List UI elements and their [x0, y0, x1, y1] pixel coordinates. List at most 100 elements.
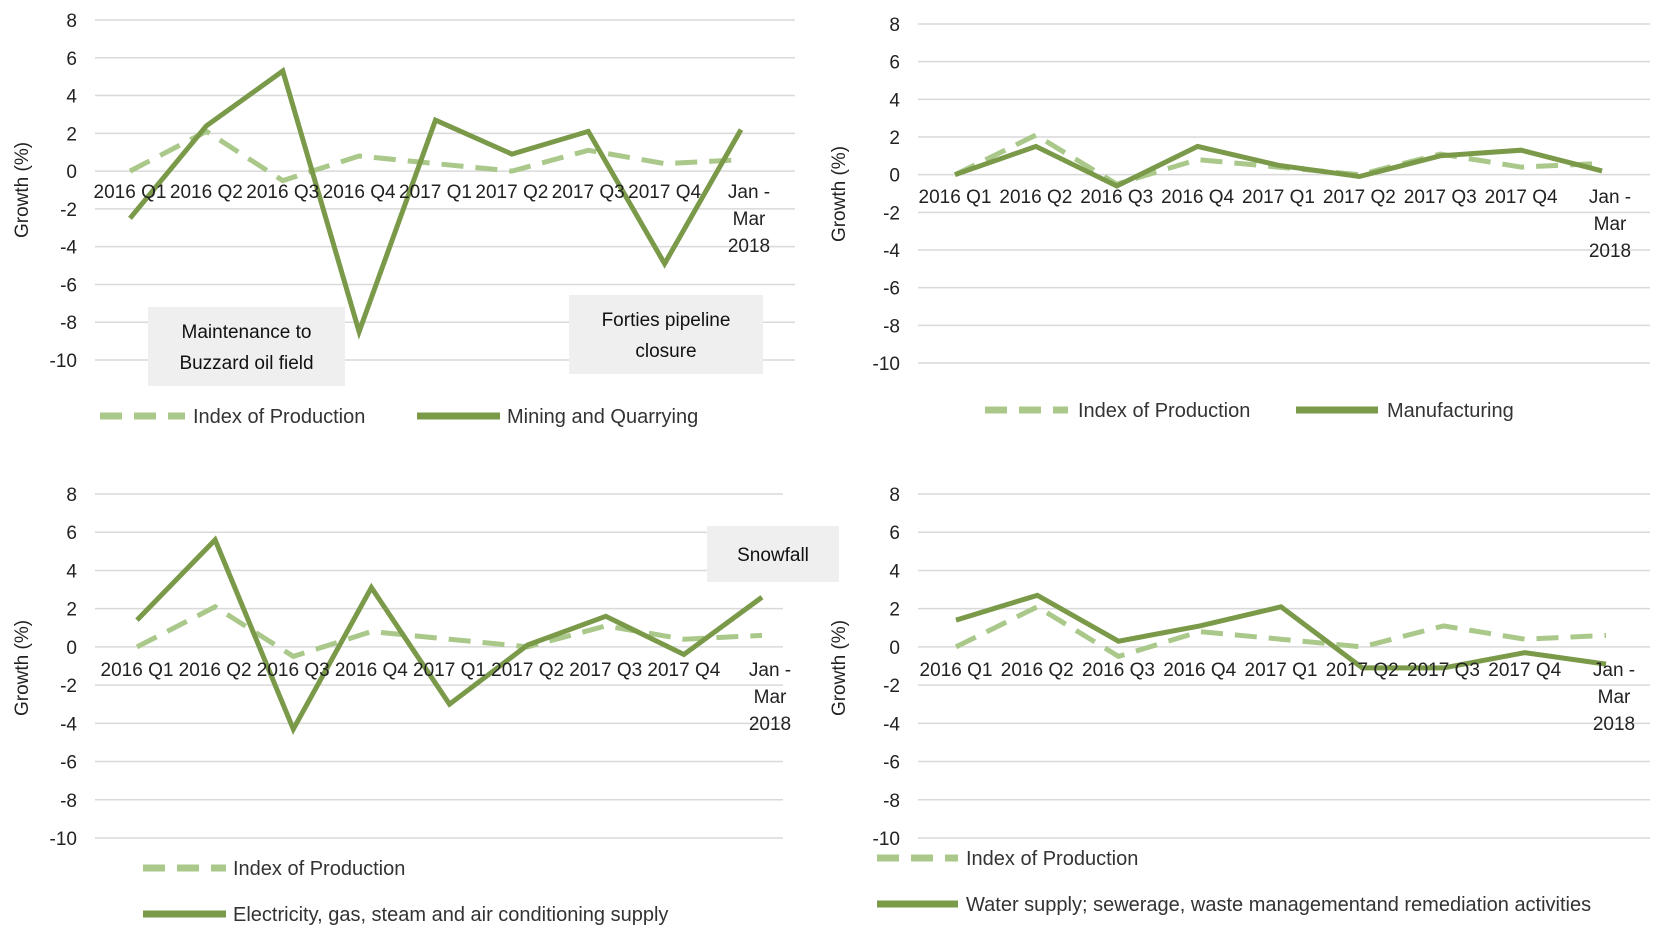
legend-label: Index of Production — [233, 858, 405, 880]
annotation-box — [148, 307, 345, 386]
chart-panel-4: 8 6 4 2 0 -2 -4 -6 -8 -10 Growth (%) 2016 Q1 2016 Q2… — [829, 485, 1650, 916]
annotation-text: closure — [635, 341, 696, 362]
chart-panel-1: 8 6 4 2 0 -2 -4 -6 -8 -10 Growth (%) 2016 Q1 2016 Q2… — [12, 11, 795, 428]
y-tick-label: 0 — [66, 162, 77, 183]
x-tick-label: 2016 Q1 — [101, 660, 174, 681]
annotation-text: Snowfall — [737, 545, 809, 566]
y-tick-label: -6 — [883, 753, 900, 774]
y-tick-label: 6 — [66, 523, 77, 544]
x-tick-label: Jan - — [1589, 187, 1631, 208]
y-tick-label: 0 — [889, 166, 900, 187]
y-axis-label: Growth (%) — [12, 142, 33, 238]
annotation-text: Maintenance to — [182, 322, 312, 343]
y-tick-label: 4 — [889, 561, 900, 582]
y-tick-label: 2 — [889, 600, 900, 621]
x-tick-label: 2017 Q2 — [491, 660, 564, 681]
annotation-box — [569, 295, 763, 374]
legend-label: Manufacturing — [1387, 400, 1514, 422]
y-tick-label: 4 — [66, 561, 77, 582]
legend-label: Mining and Quarrying — [507, 406, 698, 428]
legend-label: Water supply; sewerage, waste management… — [966, 894, 1591, 916]
x-tick-label: Jan - — [749, 660, 791, 681]
x-tick-label: 2016 Q3 — [1080, 187, 1153, 208]
y-tick-label: -10 — [50, 829, 77, 850]
annotation-text: Buzzard oil field — [179, 353, 313, 374]
x-tick-label: 2017 Q2 — [1323, 187, 1396, 208]
x-tick-label: Mar — [733, 209, 766, 230]
x-tick-label: 2016 Q4 — [1161, 187, 1234, 208]
y-tick-label: 0 — [889, 638, 900, 659]
y-tick-label: -4 — [883, 714, 900, 735]
y-tick-label: 8 — [66, 11, 77, 32]
x-tick-label: 2017 Q4 — [647, 660, 720, 681]
y-tick-label: -6 — [60, 275, 77, 296]
y-tick-label: 4 — [66, 87, 77, 108]
y-tick-label: -8 — [60, 313, 77, 334]
y-tick-label: -10 — [50, 351, 77, 372]
x-tick-label: 2016 Q2 — [170, 182, 243, 203]
x-tick-label: 2017 Q1 — [399, 182, 472, 203]
y-axis-label: Growth (%) — [12, 620, 33, 716]
y-tick-label: -6 — [883, 279, 900, 300]
y-tick-label: -2 — [60, 200, 77, 221]
legend-label: Index of Production — [1078, 400, 1250, 422]
y-tick-label: 4 — [889, 90, 900, 111]
chart-panel-2: 8 6 4 2 0 -2 -4 -6 -8 -10 Growth (%) 2016 Q1 2016 Q2… — [829, 15, 1650, 422]
x-tick-label: 2017 Q3 — [569, 660, 642, 681]
x-tick-label: 2016 Q1 — [920, 660, 993, 681]
x-tick-label: 2017 Q1 — [413, 660, 486, 681]
x-tick-label: 2016 Q3 — [1082, 660, 1155, 681]
x-tick-label: 2017 Q3 — [1407, 660, 1480, 681]
x-tick-label: 2016 Q3 — [246, 182, 319, 203]
x-tick-label: 2018 — [1589, 241, 1631, 262]
x-tick-label: 2016 Q2 — [1001, 660, 1074, 681]
series-line-index-of-production — [953, 132, 1603, 187]
series-line-sector — [954, 143, 1603, 189]
legend-label: Electricity, gas, steam and air conditio… — [233, 904, 668, 926]
y-tick-label: 0 — [66, 638, 77, 659]
annotation-text: Forties pipeline — [602, 310, 731, 331]
y-tick-label: 6 — [66, 49, 77, 70]
x-tick-label: 2017 Q3 — [1404, 187, 1477, 208]
y-tick-label: -4 — [883, 241, 900, 262]
x-tick-label: 2016 Q3 — [257, 660, 330, 681]
y-tick-label: -8 — [60, 791, 77, 812]
y-tick-label: 6 — [889, 523, 900, 544]
y-tick-label: 2 — [66, 124, 77, 145]
series-line-sector — [955, 592, 1607, 671]
x-tick-label: 2016 Q4 — [335, 660, 408, 681]
y-tick-label: -2 — [60, 676, 77, 697]
x-tick-label: Mar — [754, 687, 787, 708]
y-tick-label: -10 — [873, 829, 900, 850]
x-tick-label: 2016 Q2 — [999, 187, 1072, 208]
x-tick-label: 2017 Q2 — [475, 182, 548, 203]
x-tick-label: 2017 Q1 — [1242, 187, 1315, 208]
legend-label: Index of Production — [966, 848, 1138, 870]
y-tick-label: 2 — [66, 600, 77, 621]
y-tick-label: 8 — [889, 15, 900, 36]
y-tick-label: -10 — [873, 354, 900, 375]
y-tick-label: -8 — [883, 791, 900, 812]
series-line-index-of-production — [135, 603, 763, 660]
series-line-index-of-production — [128, 128, 742, 184]
annotation-box — [707, 526, 839, 582]
series-line-sector — [128, 66, 744, 340]
y-tick-label: -6 — [60, 753, 77, 774]
y-tick-label: -8 — [883, 316, 900, 337]
y-axis-label: Growth (%) — [829, 146, 850, 242]
y-tick-label: 6 — [889, 53, 900, 74]
y-tick-label: -2 — [883, 203, 900, 224]
x-tick-label: Mar — [1598, 687, 1631, 708]
x-tick-label: 2017 Q2 — [1326, 660, 1399, 681]
y-tick-label: 8 — [889, 485, 900, 506]
chart-panel-3: 8 6 4 2 0 -2 -4 -6 -8 -10 Growth (%) 2016 Q1 2016 Q2… — [12, 485, 839, 926]
x-tick-label: Mar — [1594, 214, 1627, 235]
x-tick-label: Jan - — [1593, 660, 1635, 681]
x-tick-label: 2016 Q1 — [919, 187, 992, 208]
x-tick-label: 2016 Q2 — [179, 660, 252, 681]
x-tick-label: 2016 Q1 — [94, 182, 167, 203]
y-axis-label: Growth (%) — [829, 620, 850, 716]
x-tick-label: 2018 — [1593, 714, 1635, 735]
x-tick-label: 2017 Q1 — [1245, 660, 1318, 681]
